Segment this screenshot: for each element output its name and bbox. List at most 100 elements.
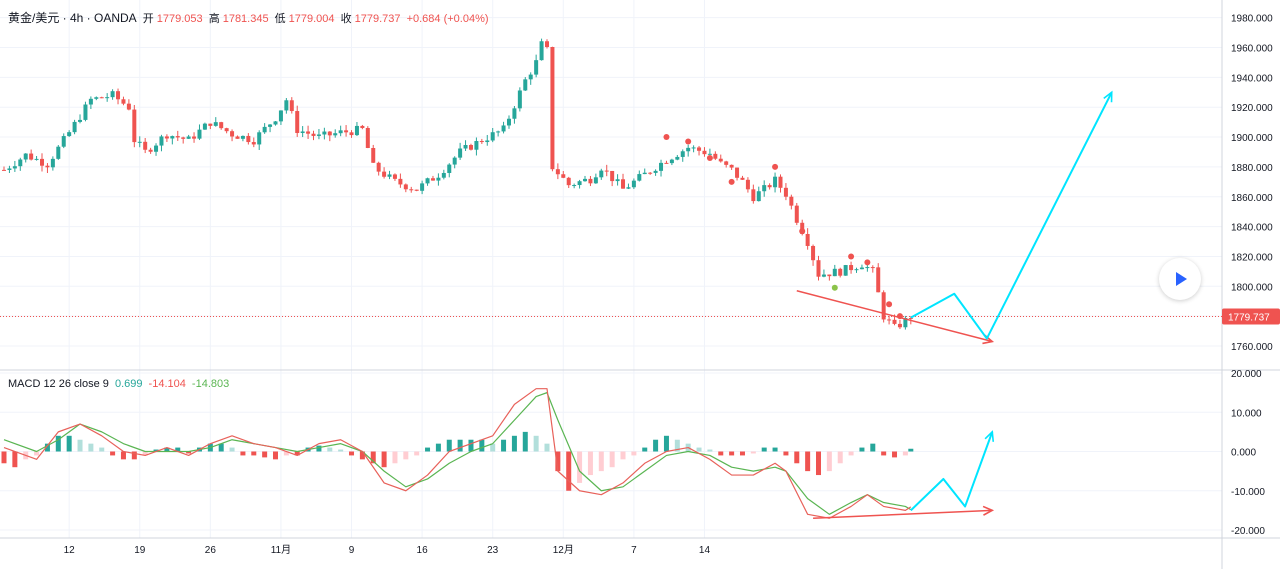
candle-body (561, 174, 566, 178)
histogram-bar (12, 451, 18, 468)
candle-body (849, 265, 854, 271)
time-tick-label: 7 (631, 545, 637, 556)
macd-projection-path (910, 431, 994, 512)
candle-body (197, 129, 202, 139)
histogram-bar (892, 451, 898, 458)
histogram-bar (631, 451, 637, 456)
candle-body (311, 133, 316, 136)
trend-line (796, 290, 993, 343)
candle-body (528, 74, 533, 80)
candle-body (675, 156, 680, 160)
candle-body (83, 104, 88, 120)
histogram-bar (88, 443, 94, 452)
histogram-bar (392, 451, 398, 464)
candle-body (762, 185, 767, 192)
candle-body (669, 159, 674, 164)
histogram-bar (77, 439, 83, 452)
candle-body (94, 97, 99, 99)
candle-body (284, 100, 289, 111)
candle-body (751, 189, 756, 202)
macd-tick-label: 0.000 (1231, 448, 1256, 459)
histogram-bar (240, 451, 246, 456)
macd-tick-label: -20.000 (1231, 526, 1265, 537)
last-price-badge (1222, 308, 1280, 325)
signal-marker-red (706, 154, 713, 161)
histogram-bar (110, 451, 116, 456)
candle-body (843, 265, 848, 276)
candle-body (322, 131, 327, 135)
histogram-bar (663, 435, 669, 452)
candle-body (517, 90, 522, 109)
candle-body (512, 108, 517, 119)
macd-line (3, 388, 912, 519)
candle-body (12, 166, 17, 169)
candle-body (702, 150, 707, 155)
play-button[interactable] (1159, 258, 1201, 300)
histogram-bar (142, 451, 148, 456)
time-tick-label: 16 (417, 545, 429, 556)
open-label: 开 (142, 13, 154, 25)
histogram-bar (674, 439, 680, 452)
histogram-bar (359, 451, 365, 460)
candle-body (838, 268, 843, 276)
symbol-title[interactable]: 黄金/美元 · 4h · OANDA (8, 11, 137, 25)
histogram-bar (338, 449, 344, 452)
histogram-bar (186, 451, 192, 454)
histogram-bar (153, 449, 159, 452)
candle-body (626, 187, 631, 189)
candle-body (729, 164, 734, 168)
time-tick-label: 12 (64, 545, 76, 556)
time-tick-label: 9 (349, 545, 355, 556)
candle-body (235, 136, 240, 139)
candle-body (181, 137, 186, 139)
candle-body (387, 174, 392, 177)
candle-body (354, 125, 359, 136)
candle-body (268, 124, 273, 127)
histogram-bar (511, 435, 517, 452)
candle-body (463, 144, 468, 149)
histogram-bar (533, 435, 539, 452)
candle-body (40, 158, 45, 166)
candle-body (116, 91, 121, 100)
histogram-bar (718, 451, 724, 456)
candle-body (583, 178, 588, 182)
candle-body (767, 185, 772, 188)
histogram-bar (577, 451, 583, 483)
candle-body (908, 317, 913, 319)
signal-marker-red (886, 301, 893, 308)
candle-body (615, 179, 620, 182)
candle-body (539, 41, 544, 61)
candle-body (29, 153, 34, 160)
candle-body (344, 130, 349, 133)
histogram-bar (653, 439, 659, 452)
candle-body (892, 319, 897, 324)
histogram-bar (414, 451, 420, 456)
candle-body (240, 135, 245, 139)
price-tick-label: 1940.000 (1231, 73, 1273, 84)
candle-body (295, 111, 300, 133)
macd-indicator-label[interactable]: MACD 12 26 close 9 (8, 378, 109, 390)
candle-body (642, 172, 647, 175)
histogram-bar (381, 451, 387, 468)
projection-arrowhead (1103, 90, 1113, 103)
signal-line (3, 392, 912, 515)
signal-marker-red (848, 253, 855, 260)
candle-body (870, 267, 875, 269)
price-tick-label: 1880.000 (1231, 163, 1273, 174)
signal-marker-red (663, 134, 670, 141)
candle-body (811, 245, 816, 261)
histogram-bar (707, 449, 713, 452)
candle-body (604, 170, 609, 172)
histogram-bar (283, 451, 289, 456)
histogram-bar (294, 451, 300, 456)
candle-body (110, 91, 115, 98)
candle-body (707, 153, 712, 155)
candle-body (409, 189, 414, 191)
candle-body (67, 132, 72, 137)
candle-body (56, 146, 61, 159)
candle-body (490, 132, 495, 141)
candle-body (550, 47, 555, 170)
histogram-bar (120, 451, 126, 460)
histogram-bar (739, 451, 745, 456)
